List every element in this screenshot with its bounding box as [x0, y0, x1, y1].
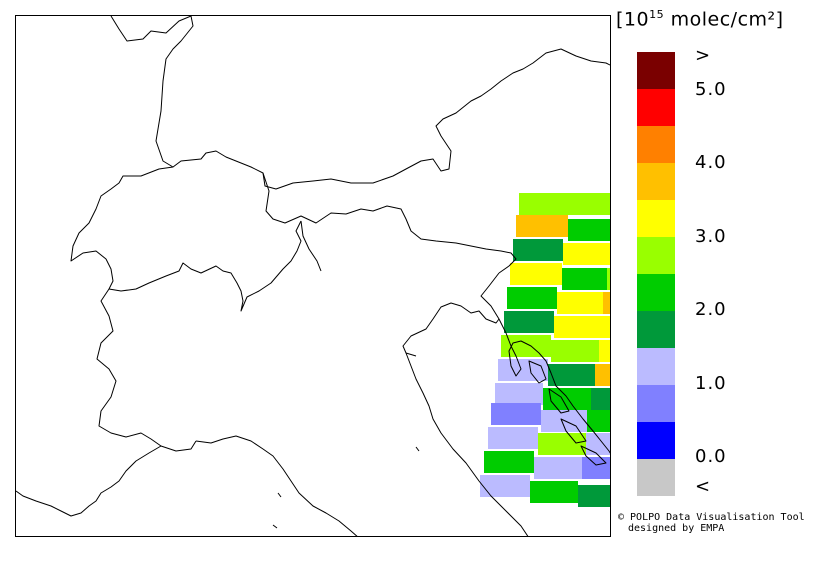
pixel-tile: [530, 481, 578, 503]
pixel-tile: [599, 340, 610, 362]
pixel-tile: [516, 215, 568, 237]
island: [272, 524, 278, 529]
border-switzerland: [70, 166, 302, 312]
island: [560, 418, 587, 444]
pixel-tile: [541, 410, 587, 432]
pixel-tile: [607, 268, 610, 290]
legend-label-above: >: [695, 45, 712, 66]
legend-label-5: 5.0: [695, 79, 727, 100]
credit-line-1: © POLPO Data Visualisation Tool: [618, 512, 805, 523]
pixel-tile: [498, 359, 548, 381]
pixel-tile: [504, 311, 554, 333]
border-slovenia: [402, 272, 500, 357]
pixel-tile: [538, 433, 586, 455]
credit-text: © POLPO Data Visualisation Tool designed…: [618, 512, 805, 534]
pixel-tile: [480, 475, 530, 497]
coast-istria: [498, 318, 610, 454]
legend-swatch: [637, 348, 675, 385]
coast-adriatic-west: [405, 352, 529, 536]
legend-label-below: <: [695, 476, 712, 497]
pixel-tile: [507, 287, 557, 309]
legend-swatch: [637, 385, 675, 422]
pixel-tile: [534, 457, 582, 479]
legend-swatch: [637, 52, 675, 89]
legend-swatch: [637, 311, 675, 348]
legend-swatch: [637, 89, 675, 126]
legend-swatch: [637, 459, 675, 496]
legend-label-3: 3.0: [695, 226, 727, 247]
coastlines-and-borders: [16, 16, 610, 536]
legend-swatch: [637, 237, 675, 274]
units-label: [1015 molec/cm²]: [616, 8, 784, 31]
pixel-tile: [568, 219, 610, 241]
pixel-tile: [591, 388, 610, 410]
satellite-pixels: [480, 193, 610, 507]
legend-swatch: [637, 126, 675, 163]
coast-liguria: [195, 435, 358, 536]
border-alps: [262, 172, 517, 274]
pixel-tile: [554, 316, 610, 338]
legend-swatch: [637, 200, 675, 237]
pixel-tile: [513, 239, 563, 261]
legend-swatch: [637, 274, 675, 311]
pixel-tile: [557, 292, 603, 314]
legend-swatch: [637, 422, 675, 459]
pixel-tile: [548, 364, 595, 386]
color-legend: [637, 52, 675, 496]
pixel-tile: [578, 485, 610, 507]
border-france-italy: [96, 288, 197, 452]
pixel-tile: [519, 193, 610, 215]
island: [415, 446, 420, 452]
pixel-tile: [563, 243, 610, 265]
legend-label-0: 0.0: [695, 446, 727, 467]
border-germany: [110, 16, 610, 190]
pixel-tile: [510, 263, 562, 285]
pixel-tile: [586, 433, 610, 455]
map-area[interactable]: [15, 15, 611, 537]
island: [277, 492, 282, 498]
pixel-tile: [582, 457, 610, 479]
pixel-tile: [587, 410, 610, 432]
legend-label-4: 4.0: [695, 152, 727, 173]
pixel-tile: [603, 292, 610, 314]
pixel-tile: [495, 383, 543, 405]
pixel-tile: [484, 451, 534, 473]
credit-line-2: designed by EMPA: [628, 523, 725, 534]
island: [548, 388, 570, 414]
island: [580, 445, 607, 466]
island: [528, 360, 547, 384]
coast-france: [16, 445, 162, 517]
map-canvas: [16, 16, 610, 536]
border-italy-north: [300, 220, 322, 272]
pixel-tile: [491, 403, 541, 425]
legend-label-1: 1.0: [695, 373, 727, 394]
pixel-tile: [488, 427, 538, 449]
pixel-tile: [562, 268, 607, 290]
pixel-tile: [595, 364, 610, 386]
legend-swatch: [637, 163, 675, 200]
pixel-tile: [551, 340, 599, 362]
legend-label-2: 2.0: [695, 299, 727, 320]
